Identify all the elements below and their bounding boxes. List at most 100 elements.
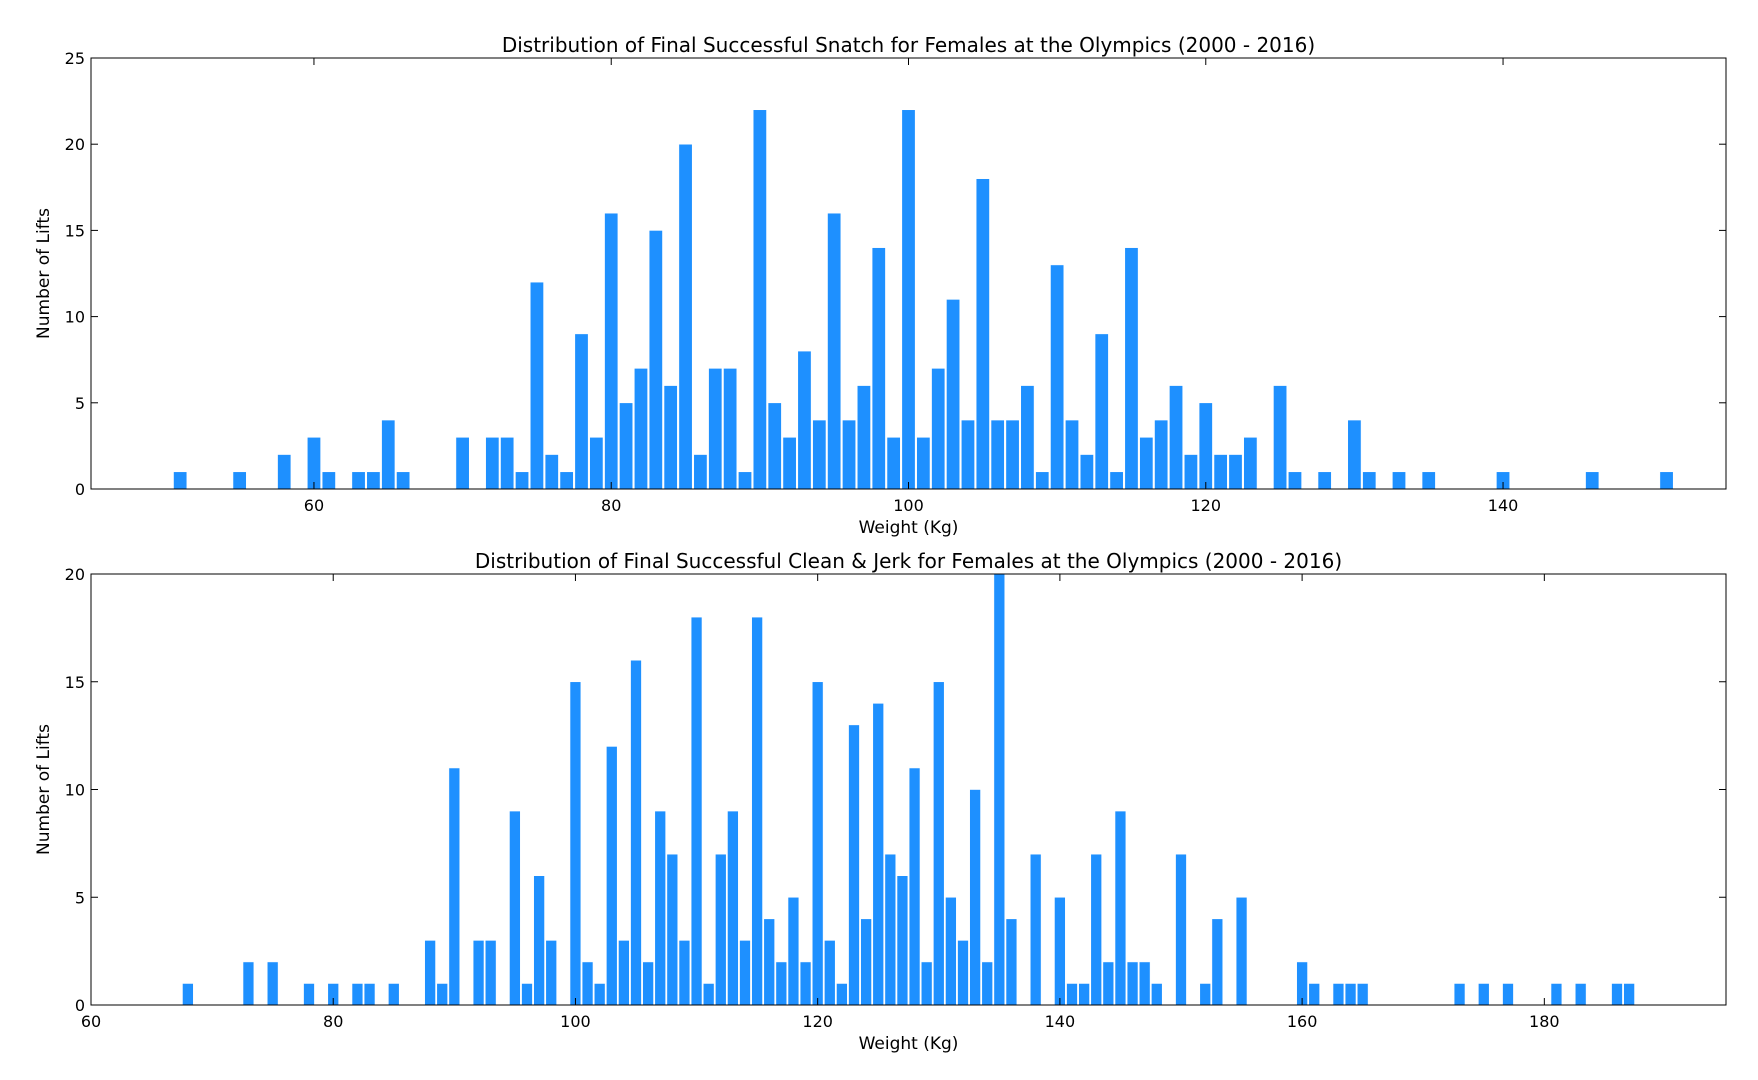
clean-jerk-bar <box>860 918 872 1006</box>
snatch-bar <box>1109 471 1124 490</box>
snatch-y-tick-label: 10 <box>65 308 85 327</box>
snatch-bar <box>1287 471 1302 490</box>
snatch-bar <box>1050 264 1065 490</box>
snatch-bar <box>708 368 723 490</box>
snatch-bar <box>455 436 470 490</box>
snatch-bar <box>1273 385 1288 490</box>
snatch-bar <box>871 247 886 490</box>
clean-jerk-x-tick-label: 120 <box>802 1012 833 1031</box>
clean-jerk-y-tick-label: 10 <box>65 781 85 800</box>
clean-jerk-y-tick-label: 20 <box>65 565 85 584</box>
snatch-bar <box>1094 333 1109 490</box>
clean-jerk-bar <box>424 940 436 1006</box>
clean-jerk-bar <box>618 940 630 1006</box>
clean-jerk-bar <box>884 853 897 1006</box>
snatch-bar <box>619 402 634 490</box>
snatch-bar <box>767 402 782 490</box>
snatch-bar <box>975 178 990 490</box>
snatch-bar <box>604 212 619 490</box>
snatch-bar <box>1169 385 1184 490</box>
clean-jerk-bar <box>509 810 521 1006</box>
snatch-chart-title: Distribution of Final Successful Snatch … <box>502 33 1315 57</box>
snatch-bar <box>1421 471 1436 490</box>
clean-jerk-bar <box>363 983 376 1006</box>
clean-jerk-bar <box>678 940 691 1006</box>
snatch-bar <box>723 368 738 490</box>
clean-jerk-bar <box>690 616 703 1006</box>
snatch-bar <box>1020 385 1035 490</box>
snatch-bar <box>232 471 247 490</box>
clean-jerk-bar <box>751 616 763 1006</box>
snatch-bar <box>529 281 544 490</box>
clean-jerk-bar <box>811 681 824 1006</box>
snatch-bar <box>946 299 961 490</box>
snatch-bar <box>648 230 663 490</box>
snatch-y-tick-label: 5 <box>75 394 85 413</box>
snatch-bar <box>366 471 381 490</box>
clean-jerk-bar <box>920 961 933 1006</box>
snatch-bar <box>633 368 648 490</box>
snatch-bar <box>931 368 946 490</box>
clean-jerk-bar <box>1356 983 1369 1006</box>
clean-jerk-bar <box>969 789 981 1006</box>
snatch-bar <box>1213 454 1228 490</box>
clean-jerk-chart-title: Distribution of Final Successful Clean &… <box>475 549 1342 573</box>
clean-jerk-bar <box>593 983 606 1006</box>
clean-jerk-bar <box>727 810 739 1006</box>
clean-jerk-bars <box>182 573 1635 1006</box>
clean-jerk-y-axis-label: Number of Lifts <box>34 724 54 855</box>
clean-jerk-x-axis-label: Weight (Kg) <box>859 1034 959 1054</box>
snatch-bar <box>1154 419 1169 490</box>
clean-jerk-bar <box>1078 983 1090 1006</box>
snatch-bar <box>1317 471 1332 490</box>
clean-jerk-bar <box>775 961 788 1006</box>
clean-jerk-bar <box>1502 983 1514 1006</box>
clean-jerk-x-tick-label: 180 <box>1529 1012 1560 1031</box>
snatch-bar <box>1005 419 1020 490</box>
snatch-bar <box>559 471 574 490</box>
snatch-x-tick-label: 100 <box>893 496 924 515</box>
clean-jerk-bar <box>787 896 800 1006</box>
clean-jerk-ticks: 60 80 100 120 140 160 180 0 5 10 15 20 <box>65 565 1726 1031</box>
clean-jerk-bar <box>945 896 957 1006</box>
snatch-bar <box>1243 436 1258 490</box>
clean-jerk-x-tick-label: 100 <box>560 1012 591 1031</box>
snatch-bar <box>782 436 797 490</box>
snatch-bar <box>1347 419 1362 490</box>
snatch-bar <box>693 454 708 490</box>
snatch-bar <box>990 419 1005 490</box>
clean-jerk-bar <box>1066 983 1078 1006</box>
clean-jerk-bar <box>472 940 485 1006</box>
snatch-bar <box>901 109 916 490</box>
clean-jerk-bar <box>666 853 679 1006</box>
snatch-bar <box>1198 402 1213 490</box>
snatch-bars <box>173 109 1674 490</box>
clean-jerk-bar <box>642 961 654 1006</box>
snatch-bar <box>1585 471 1600 490</box>
clean-jerk-bar <box>545 940 557 1006</box>
clean-jerk-bar <box>484 940 497 1006</box>
snatch-bar <box>752 109 767 490</box>
clean-jerk-bar <box>993 573 1006 1006</box>
clean-jerk-bar <box>533 875 545 1006</box>
snatch-bar <box>856 385 871 490</box>
snatch-bar <box>1139 436 1154 490</box>
clean-jerk-x-tick-label: 60 <box>81 1012 101 1031</box>
clean-jerk-bar <box>1029 853 1042 1006</box>
clean-jerk-x-tick-label: 80 <box>323 1012 343 1031</box>
snatch-x-tick-label: 80 <box>601 496 621 515</box>
clean-jerk-bar <box>351 983 364 1006</box>
snatch-bar <box>381 419 396 490</box>
clean-jerk-bar <box>715 853 727 1006</box>
clean-jerk-y-tick-label: 15 <box>65 673 85 692</box>
clean-jerk-bar <box>303 983 315 1006</box>
clean-jerk-bar <box>1308 983 1320 1006</box>
snatch-bar <box>515 471 530 490</box>
clean-jerk-bar <box>1332 983 1345 1006</box>
snatch-bar <box>1124 247 1139 490</box>
snatch-bar <box>574 333 589 490</box>
clean-jerk-bar <box>824 940 836 1006</box>
clean-jerk-bar <box>739 940 751 1006</box>
clean-jerk-bar <box>848 724 860 1006</box>
